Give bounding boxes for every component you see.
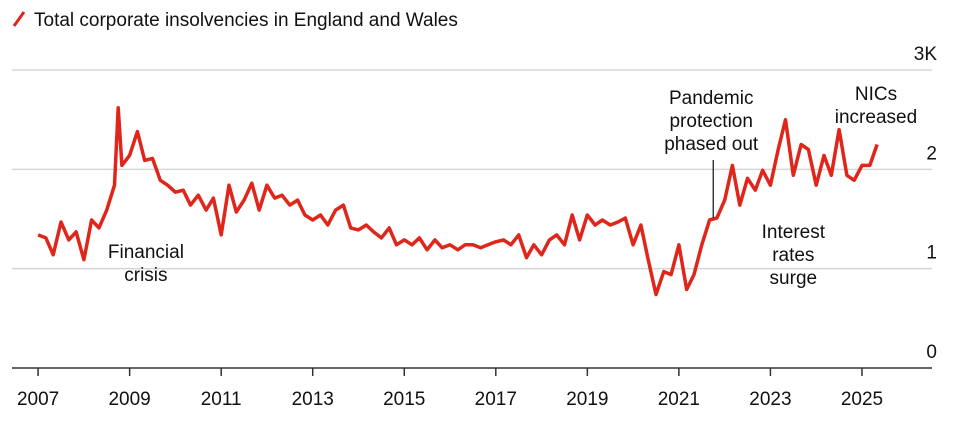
x-tick-label: 2019 [566,389,608,410]
annotation: crisis [124,265,167,286]
y-tick-label: 1 [926,243,937,264]
series-line [37,105,879,297]
x-tick-label: 2015 [383,389,425,410]
legend-swatch [12,11,26,27]
annotation: Financial [108,242,184,263]
x-tick-label: 2013 [292,389,334,410]
annotation: protection [669,111,752,132]
y-tick-label: 3K [914,44,938,65]
x-tick-label: 2009 [108,389,150,410]
annotation: Pandemic [669,88,754,109]
y-tick-label: 2 [926,143,937,164]
y-tick-label: 0 [926,342,937,363]
x-tick-label: 2021 [658,389,700,410]
annotation: NICs [855,84,897,105]
annotation: phased out [664,134,759,155]
annotation: surge [770,268,818,289]
annotation: increased [835,107,917,128]
x-tick-label: 2017 [475,389,517,410]
x-tick-label: 2023 [749,389,791,410]
annotation: Interest [762,222,826,243]
annotation: rates [772,245,814,266]
x-tick-label: 2025 [841,389,883,410]
legend-label: Total corporate insolvencies in England … [34,10,458,31]
x-tick-label: 2007 [17,389,59,410]
x-tick-label: 2011 [201,389,242,410]
